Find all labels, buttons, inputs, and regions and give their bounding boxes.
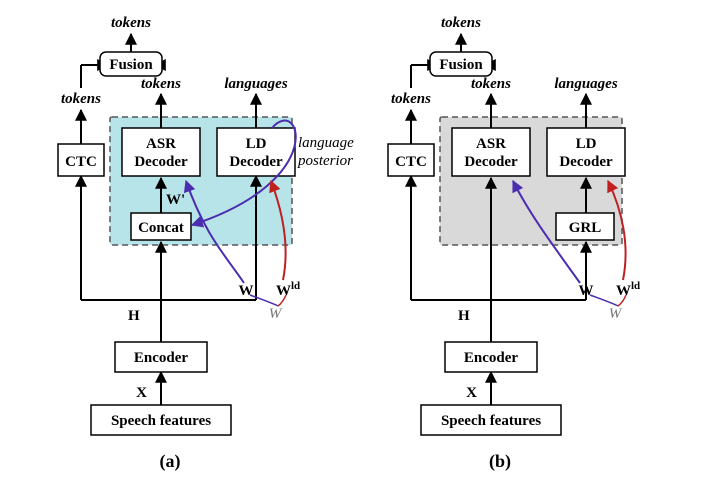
side-language: language (298, 135, 354, 151)
var-wprime: W' (166, 192, 185, 208)
panel-b-label: (b) (489, 451, 511, 472)
architecture-diagram: Speech features X Encoder H Concat W' CT… (0, 0, 704, 504)
tokens-asr-b: tokens (471, 76, 511, 92)
ctc-label-b: CTC (395, 154, 427, 170)
panel-a-label: (a) (160, 451, 181, 472)
encoder-label: Encoder (134, 350, 189, 366)
tokens-fusion-b: tokens (441, 15, 481, 31)
ld-decoder-l1-b: LD (576, 136, 597, 152)
split-purple-b (590, 295, 618, 306)
languages-ld: languages (224, 76, 288, 92)
panel-b: Speech features X Encoder H GRL CTC ASR … (388, 15, 640, 472)
var-Wld-a: Wld (276, 280, 300, 299)
ctc-label: CTC (65, 154, 97, 170)
panel-a: Speech features X Encoder H Concat W' CT… (58, 15, 354, 472)
tokens-asr: tokens (141, 76, 181, 92)
speech-features-label: Speech features (111, 413, 211, 429)
var-W-a: W (239, 283, 254, 299)
ld-decoder-l2-b: Decoder (559, 154, 613, 170)
encoder-label-b: Encoder (464, 350, 519, 366)
asr-decoder-l2-b: Decoder (464, 154, 518, 170)
asr-decoder-l1-b: ASR (476, 136, 506, 152)
var-h-b: H (458, 308, 470, 324)
tokens-ctc: tokens (61, 91, 101, 107)
side-posterior: posterior (297, 153, 353, 169)
var-h: H (128, 308, 140, 324)
ld-decoder-l1: LD (246, 136, 267, 152)
var-Witalic-a: W (269, 306, 283, 322)
fusion-label: Fusion (109, 57, 153, 73)
grl-label: GRL (569, 220, 602, 236)
var-x-b: X (466, 385, 477, 401)
ld-decoder-l2: Decoder (229, 154, 283, 170)
var-Witalic-b: W (609, 306, 623, 322)
asr-decoder-l2: Decoder (134, 154, 188, 170)
tokens-ctc-b: tokens (391, 91, 431, 107)
languages-ld-b: languages (554, 76, 618, 92)
tokens-fusion: tokens (111, 15, 151, 31)
concat-label: Concat (138, 220, 184, 236)
var-W-b: W (579, 283, 594, 299)
var-Wld-b: Wld (616, 280, 640, 299)
var-x: X (136, 385, 147, 401)
fusion-label-b: Fusion (439, 57, 483, 73)
speech-features-label-b: Speech features (441, 413, 541, 429)
asr-decoder-l1: ASR (146, 136, 176, 152)
